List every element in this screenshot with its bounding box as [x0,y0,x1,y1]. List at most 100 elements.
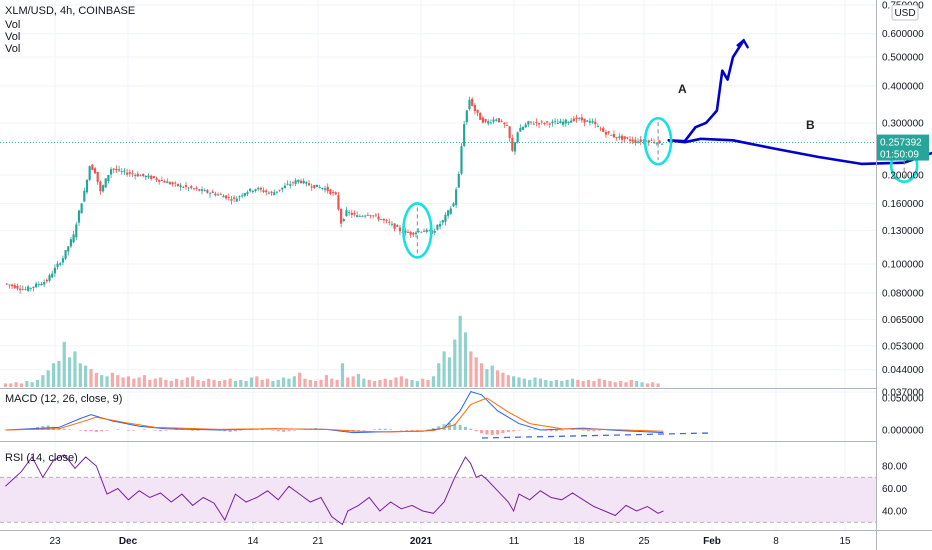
currency-badge[interactable]: USD [891,4,919,21]
time-tick-label: 8 [773,536,779,547]
candle-body [364,215,367,217]
time-tick-label: 11 [509,536,520,547]
candle-body [350,212,353,215]
candle-body [422,230,426,232]
time-tick-label: 25 [638,536,650,547]
price-tick-label: 0.130000 [882,226,924,237]
candle-body [166,181,169,184]
macd-histogram-bar [597,430,601,431]
volume-bar [367,379,371,387]
circle-annotation[interactable] [643,116,673,166]
volume-bar [485,369,489,387]
macd-histogram-bar [153,430,157,431]
macd-histogram-bar [180,429,184,430]
candle-body [278,189,281,191]
volume-bar [415,381,419,387]
macd-dashed-trendline[interactable] [481,432,711,439]
volume-bar [3,383,7,387]
candle-body [444,214,447,222]
rsi-axis[interactable]: 80.00 60.00 40.00 [882,462,907,518]
candle-body [342,219,345,221]
volume-legend-1[interactable]: Vol [5,19,20,31]
candle-body [428,230,431,232]
candle-body [37,284,40,286]
macd-axis[interactable]: 0.050000 0.000000 [882,394,924,437]
candle-body [556,122,559,124]
volume-bar [110,372,114,387]
volume-legend-2[interactable]: Vol [5,31,20,43]
candle-body [564,119,567,124]
price-tick-label: 0.080000 [882,288,924,299]
macd-histogram-bar [373,429,377,430]
volume-bar [640,382,644,387]
time-axis[interactable]: 23 Dec 14 21 2021 11 18 25 Feb 8 15 [49,536,851,547]
candle-body [331,192,335,194]
candle-body [487,121,490,124]
volume-bar [19,383,24,387]
candle-body [591,121,594,123]
candle-body [67,246,70,252]
macd-pane[interactable] [0,389,876,441]
price-tick-label: 0.500000 [882,53,924,64]
volume-bar [51,363,56,387]
candle-body [414,232,418,235]
candle-body [230,199,233,201]
projection-branch-path[interactable] [667,39,745,143]
volume-bar [656,383,660,387]
macd-legend[interactable]: MACD (12, 26, close, 9) [5,393,122,405]
circle-annotation[interactable] [402,202,433,259]
candle-body [661,143,664,145]
candle-body [80,203,83,214]
macd-histogram-bar [474,430,478,432]
volume-bar [533,377,537,387]
price-pane[interactable] [0,0,876,388]
macd-histogram-bar [528,429,532,430]
candle-body [56,263,59,268]
candle-body [658,140,661,144]
volume-bar [565,379,569,387]
volume-bar [201,381,205,387]
candle-body [13,285,16,289]
macd-histogram-bar [191,430,195,431]
candle-body [433,230,436,233]
candle-body [337,195,340,210]
candle-body [447,210,450,216]
candle-body [257,188,260,190]
rsi-legend[interactable]: RSI (14, close) [5,452,78,464]
macd-histogram-bar [469,428,473,430]
candle-body [273,192,276,196]
macd-histogram-bar [517,430,521,431]
volume-bar [57,360,61,387]
candle-body [139,175,142,177]
price-axis[interactable]: 0.600000 0.500000 0.400000 0.300000 0.200000… [882,1,924,399]
candle-body [8,284,11,286]
candle-body [607,131,610,133]
macd-histogram-bar [453,423,457,430]
candle-body [398,227,402,232]
candle-body [380,219,383,220]
candle-body [503,122,506,125]
volume-bar [378,379,382,387]
candle-body [358,215,361,217]
candle-body [505,125,509,126]
macd-histogram-bar [196,430,200,431]
volume-bar [324,375,328,387]
candle-body [425,229,428,232]
projection-path[interactable] [667,80,932,166]
volume-bar [282,377,286,387]
candle-body [187,187,190,189]
annotation-label-a: A [678,82,687,96]
candle-body [545,121,549,123]
chart-title[interactable]: XLM/USD, 4h, COINBASE [5,5,135,17]
candle-body [535,121,538,123]
volume-legend-3[interactable]: Vol [5,43,20,55]
candle-body [468,99,471,109]
price-tick-label: 0.037000 [882,388,924,399]
macd-histogram-bar [159,430,163,432]
volume-bar [522,378,526,387]
volume-bar [14,382,18,387]
macd-histogram-bar [239,430,243,431]
candle-body [211,191,214,193]
candle-body [618,136,621,138]
